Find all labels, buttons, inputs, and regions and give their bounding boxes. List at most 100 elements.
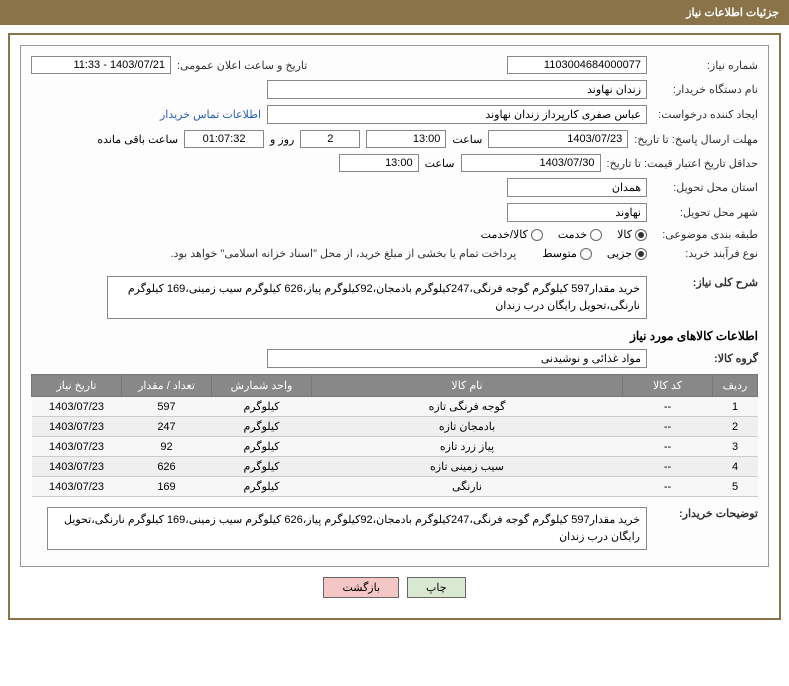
cell-row: 1: [713, 397, 758, 417]
cell-row: 3: [713, 437, 758, 457]
goods-group-value: مواد غذائی و نوشیدنی: [267, 349, 647, 368]
th-code: کد کالا: [623, 375, 713, 397]
page-title: جزئیات اطلاعات نیاز: [686, 7, 779, 19]
subject-class-label: طبقه بندی موضوعی:: [653, 228, 758, 241]
outer-frame: شماره نیاز: 1103004684000077 تاریخ و ساع…: [8, 33, 781, 620]
announce-label: تاریخ و ساعت اعلان عمومی:: [177, 59, 307, 72]
buyer-notes-label: توضیحات خریدار:: [653, 507, 758, 520]
row-purchase-type: نوع فرآیند خرید: جزیی متوسط پرداخت تمام …: [31, 247, 758, 260]
hours-remain: 01:07:32: [184, 130, 264, 148]
radio-both[interactable]: کالا/خدمت: [481, 228, 543, 241]
row-buyer-notes: توضیحات خریدار: خرید مقدار597 کیلوگرم گو…: [31, 507, 758, 550]
radio-icon: [635, 229, 647, 241]
price-validity-label: حداقل تاریخ اعتبار قیمت: تا تاریخ:: [607, 157, 758, 170]
cell-name: بادمجان تازه: [312, 417, 623, 437]
radio-goods[interactable]: کالا: [617, 228, 647, 241]
radio-icon: [590, 229, 602, 241]
cell-unit: کیلوگرم: [212, 457, 312, 477]
row-general-desc: شرح کلی نیاز: خرید مقدار597 کیلوگرم گوجه…: [31, 276, 758, 319]
response-time: 13:00: [366, 130, 446, 148]
response-date: 1403/07/23: [488, 130, 628, 148]
th-unit: واحد شمارش: [212, 375, 312, 397]
need-number-value: 1103004684000077: [507, 56, 647, 74]
radio-medium[interactable]: متوسط: [542, 247, 592, 260]
cell-row: 4: [713, 457, 758, 477]
price-time: 13:00: [339, 154, 419, 172]
purchase-type-radios: جزیی متوسط: [542, 247, 647, 260]
row-goods-group: گروه کالا: مواد غذائی و نوشیدنی: [31, 349, 758, 368]
th-date: تاریخ نیاز: [32, 375, 122, 397]
cell-name: پیاز زرد تازه: [312, 437, 623, 457]
requester-label: ایجاد کننده درخواست:: [653, 108, 758, 121]
table-header-row: ردیف کد کالا نام کالا واحد شمارش تعداد /…: [32, 375, 758, 397]
radio-icon: [635, 248, 647, 260]
cell-code: --: [623, 397, 713, 417]
cell-qty: 92: [122, 437, 212, 457]
purchase-type-label: نوع فرآیند خرید:: [653, 247, 758, 260]
radio-service[interactable]: خدمت: [558, 228, 602, 241]
row-need-number: شماره نیاز: 1103004684000077 تاریخ و ساع…: [31, 56, 758, 74]
button-row: چاپ بازگشت: [20, 577, 769, 598]
cell-date: 1403/07/23: [32, 417, 122, 437]
days-and: روز و: [270, 133, 294, 146]
th-name: نام کالا: [312, 375, 623, 397]
radio-icon: [531, 229, 543, 241]
cell-unit: کیلوگرم: [212, 397, 312, 417]
cell-name: گوجه فرنگی تازه: [312, 397, 623, 417]
general-desc-value: خرید مقدار597 کیلوگرم گوجه فرنگی،247کیلو…: [107, 276, 647, 319]
time-label-2: ساعت: [425, 157, 455, 170]
table-row: 3--پیاز زرد تازهکیلوگرم921403/07/23: [32, 437, 758, 457]
inner-frame: شماره نیاز: 1103004684000077 تاریخ و ساع…: [20, 45, 769, 567]
row-delivery-province: استان محل تحویل: همدان: [31, 178, 758, 197]
cell-row: 5: [713, 477, 758, 497]
days-remain: 2: [300, 130, 360, 148]
treasury-note: پرداخت تمام یا بخشی از مبلغ خرید، از محل…: [171, 247, 517, 260]
buyer-org-value: زندان نهاوند: [267, 80, 647, 99]
cell-name: سیب زمینی تازه: [312, 457, 623, 477]
cell-date: 1403/07/23: [32, 457, 122, 477]
th-row: ردیف: [713, 375, 758, 397]
table-row: 1--گوجه فرنگی تازهکیلوگرم5971403/07/23: [32, 397, 758, 417]
need-number-label: شماره نیاز:: [653, 59, 758, 72]
time-label-1: ساعت: [452, 133, 482, 146]
cell-code: --: [623, 437, 713, 457]
cell-qty: 626: [122, 457, 212, 477]
cell-unit: کیلوگرم: [212, 477, 312, 497]
cell-qty: 169: [122, 477, 212, 497]
cell-unit: کیلوگرم: [212, 437, 312, 457]
cell-qty: 247: [122, 417, 212, 437]
buyer-contact-link[interactable]: اطلاعات تماس خریدار: [160, 108, 261, 121]
row-subject-class: طبقه بندی موضوعی: کالا خدمت کالا/خدمت: [31, 228, 758, 241]
goods-group-label: گروه کالا:: [653, 352, 758, 365]
row-buyer-org: نام دستگاه خریدار: زندان نهاوند: [31, 80, 758, 99]
general-desc-label: شرح کلی نیاز:: [653, 276, 758, 289]
page-header: جزئیات اطلاعات نیاز: [0, 0, 789, 25]
cell-date: 1403/07/23: [32, 437, 122, 457]
subject-class-radios: کالا خدمت کالا/خدمت: [481, 228, 647, 241]
th-qty: تعداد / مقدار: [122, 375, 212, 397]
cell-qty: 597: [122, 397, 212, 417]
row-delivery-city: شهر محل تحویل: نهاوند: [31, 203, 758, 222]
cell-name: نارنگی: [312, 477, 623, 497]
back-button[interactable]: بازگشت: [323, 577, 399, 598]
row-price-validity: حداقل تاریخ اعتبار قیمت: تا تاریخ: 1403/…: [31, 154, 758, 172]
cell-code: --: [623, 477, 713, 497]
delivery-province: همدان: [507, 178, 647, 197]
delivery-city: نهاوند: [507, 203, 647, 222]
table-row: 2--بادمجان تازهکیلوگرم2471403/07/23: [32, 417, 758, 437]
print-button[interactable]: چاپ: [407, 577, 466, 598]
requester-value: عباس صفری کارپرداز زندان نهاوند: [267, 105, 647, 124]
table-row: 4--سیب زمینی تازهکیلوگرم6261403/07/23: [32, 457, 758, 477]
response-deadline-label: مهلت ارسال پاسخ: تا تاریخ:: [634, 133, 758, 146]
goods-table: ردیف کد کالا نام کالا واحد شمارش تعداد /…: [31, 374, 758, 497]
cell-date: 1403/07/23: [32, 397, 122, 417]
delivery-province-label: استان محل تحویل:: [653, 181, 758, 194]
delivery-city-label: شهر محل تحویل:: [653, 206, 758, 219]
table-row: 5--نارنگیکیلوگرم1691403/07/23: [32, 477, 758, 497]
radio-icon: [580, 248, 592, 260]
remain-suffix: ساعت باقی مانده: [97, 133, 178, 146]
goods-info-title: اطلاعات کالاهای مورد نیاز: [31, 329, 758, 343]
cell-code: --: [623, 417, 713, 437]
radio-partial[interactable]: جزیی: [607, 247, 647, 260]
row-response-deadline: مهلت ارسال پاسخ: تا تاریخ: 1403/07/23 سا…: [31, 130, 758, 148]
